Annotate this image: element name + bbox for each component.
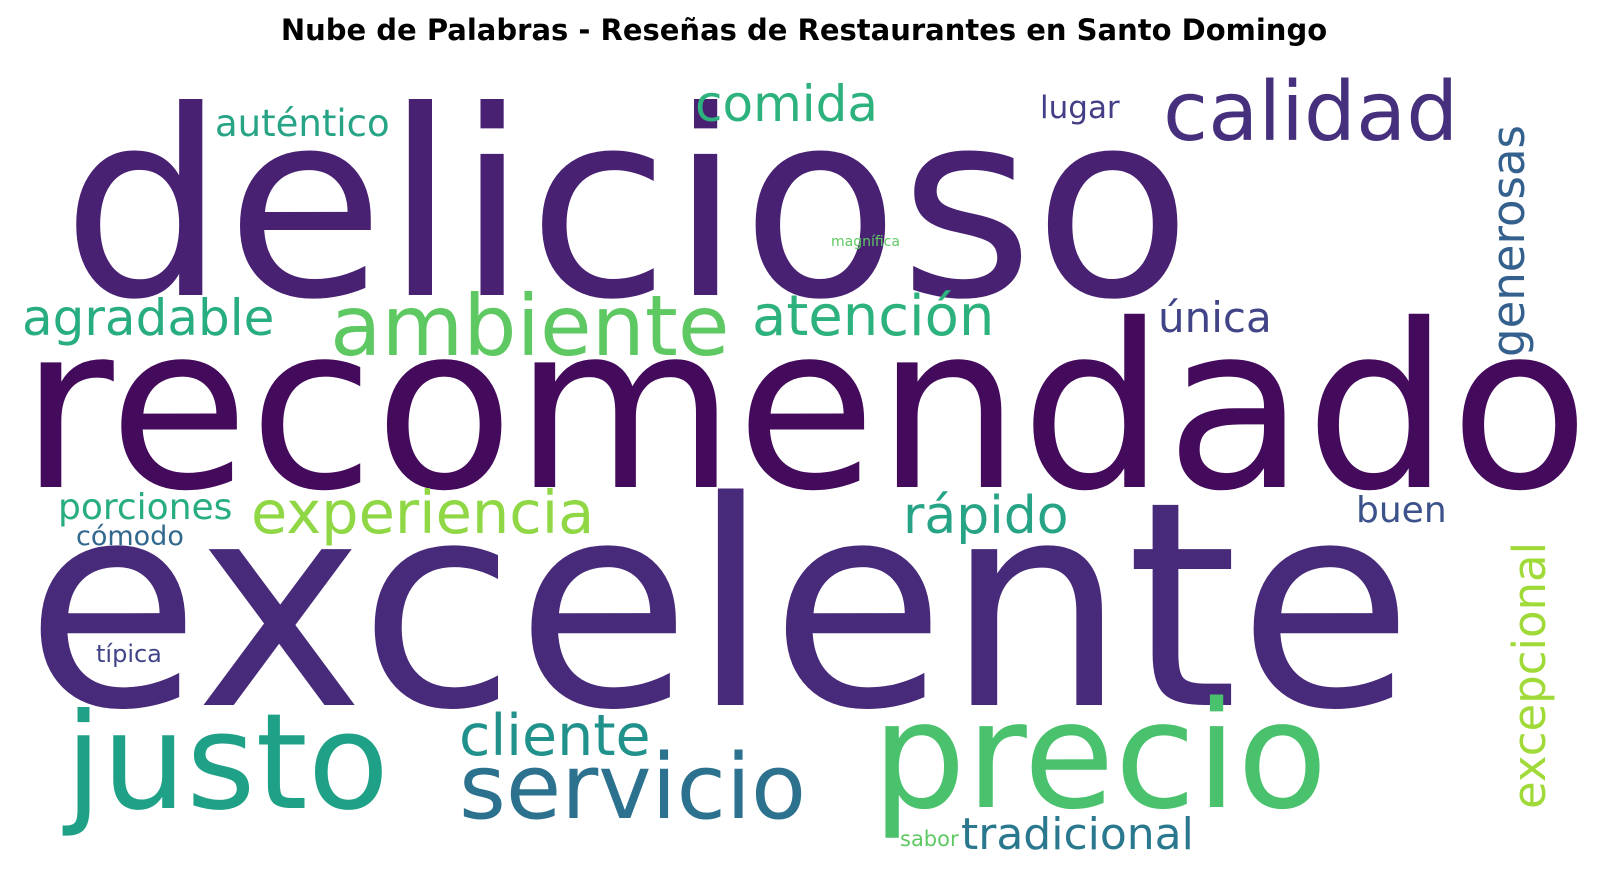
word-delicioso: delicioso — [62, 56, 1192, 356]
word-agradable: agradable — [22, 289, 274, 347]
word-rapido: rápido — [903, 486, 1069, 546]
word-excelente: excelente — [25, 441, 1413, 773]
word-sabor: sabor — [900, 827, 959, 851]
word-lugar: lugar — [1040, 90, 1120, 126]
word-generosas: generosas — [1482, 125, 1535, 357]
word-porciones: porciones — [58, 487, 232, 528]
chart-title: Nube de Palabras - Reseñas de Restaurant… — [280, 13, 1328, 47]
word-excepcional: excepcional — [1503, 542, 1556, 809]
word-precio: precio — [872, 670, 1328, 842]
word-unica: única — [1158, 293, 1272, 342]
word-calidad: calidad — [1163, 65, 1458, 160]
word-magnifica: magnífica — [831, 234, 900, 250]
word-comodo: cómodo — [76, 521, 184, 552]
word-ambiente: ambiente — [330, 277, 730, 375]
word-atencion: atención — [752, 284, 994, 349]
word-buen: buen — [1356, 490, 1447, 531]
word-servicio: servicio — [459, 735, 806, 840]
word-tradicional: tradicional — [961, 809, 1194, 860]
word-tipica: típica — [96, 640, 162, 668]
word-comida: comida — [695, 75, 878, 133]
word-recomendado: recomendado — [20, 275, 1589, 541]
word-justo: justo — [62, 686, 389, 840]
word-cliente: cliente — [459, 703, 651, 769]
word-autentico: auténtico — [215, 102, 390, 145]
word-experiencia: experiencia — [251, 478, 594, 547]
